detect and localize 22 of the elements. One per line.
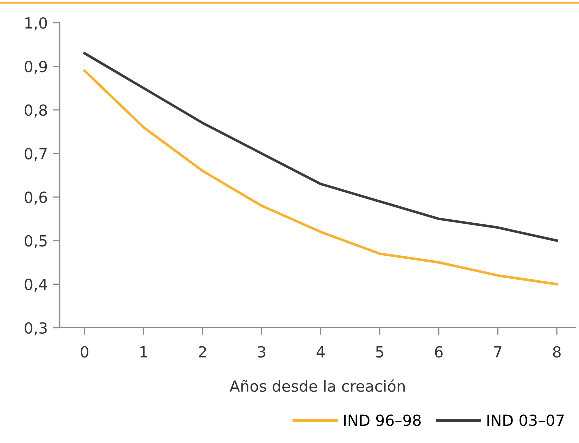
x-tick-label: 1: [140, 346, 148, 358]
x-tick-label: 0: [80, 346, 89, 358]
line-series: [84, 70, 558, 286]
x-tick-label: 6: [435, 346, 443, 358]
y-tick-label: 1,0: [26, 17, 48, 31]
y-tick-label: 0,8: [24, 104, 48, 118]
x-axis-title: Años desde la creación: [230, 380, 405, 392]
y-tick-label: 0,7: [24, 148, 47, 162]
y-tick-label: 0,3: [24, 322, 47, 336]
y-tick-label: 0,9: [24, 61, 48, 74]
legend-label: IND 03–07: [488, 414, 564, 426]
x-tick-label: 3: [258, 346, 266, 358]
y-tick-label: 0,5: [24, 235, 47, 248]
x-tick-label: 8: [553, 346, 561, 358]
legend-label: IND 96–98: [344, 414, 421, 426]
x-tick-label: 5: [376, 346, 384, 358]
x-tick-label: 7: [494, 346, 502, 358]
y-tick-label: 0,4: [24, 278, 48, 292]
line-series: [84, 52, 558, 242]
x-tick-label: 4: [316, 346, 325, 358]
y-tick-label: 0,6: [24, 192, 48, 205]
x-tick-label: 2: [199, 346, 206, 358]
